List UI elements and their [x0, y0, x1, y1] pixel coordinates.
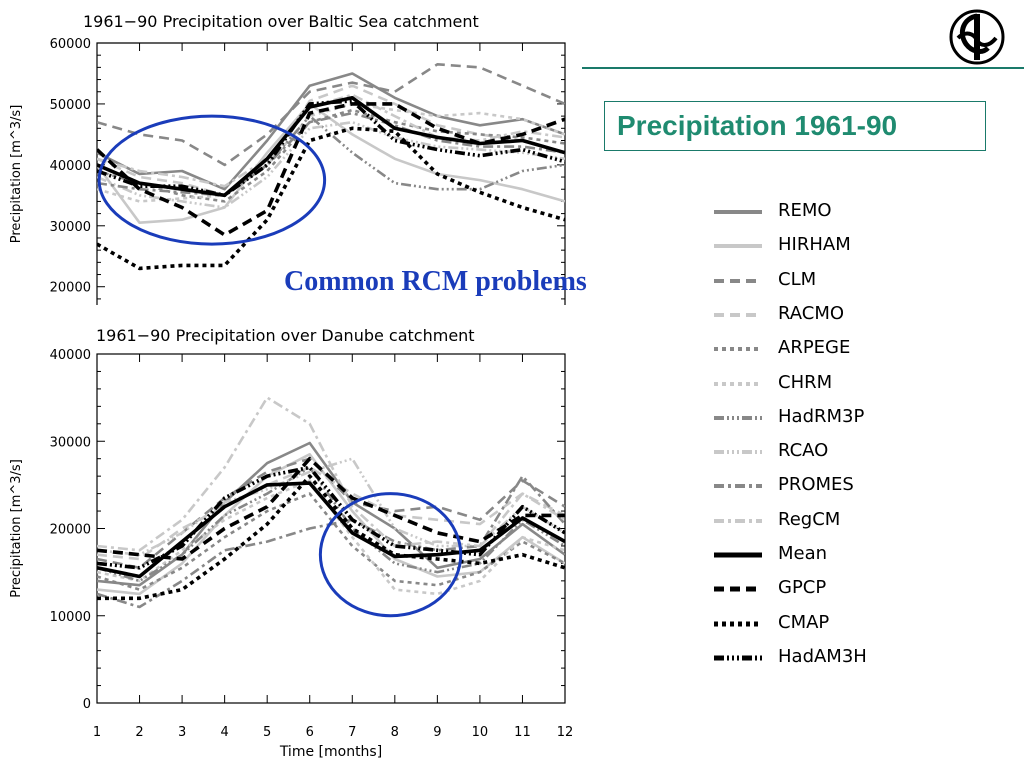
legend-item-gpcp: GPCP [712, 573, 912, 603]
legend-label: RACMO [778, 302, 845, 324]
legend-swatch [714, 450, 762, 455]
legend-swatch [714, 381, 762, 386]
series-line-arpege [97, 108, 565, 203]
series-line-rcao [97, 120, 565, 209]
legend-item-clm: CLM [712, 265, 912, 295]
legend-item-promes: PROMES [712, 470, 912, 500]
legend-label: Mean [778, 543, 828, 564]
y-tick-label: 0 [83, 697, 91, 712]
legend-swatch [714, 278, 762, 283]
chart-panel-1: 1961−90 Precipitation over Baltic Sea ca… [9, 12, 566, 305]
legend-swatch [714, 210, 762, 214]
x-tick-label: 3 [178, 725, 186, 740]
x-tick-label: 4 [220, 725, 228, 740]
chart-title: 1961−90 Precipitation over Baltic Sea ca… [83, 12, 479, 31]
series-line-promes [97, 111, 565, 197]
y-tick-label: 20000 [50, 523, 91, 538]
legend-label: ARPEGE [778, 337, 851, 359]
annotation-text: Common RCM problems [284, 266, 587, 297]
x-tick-label: 1 [93, 725, 101, 740]
series-line-hadrm3p [97, 466, 565, 583]
legend-swatch [714, 347, 762, 352]
legend-swatch [714, 415, 762, 420]
slide-title-box: Precipitation 1961-90 [604, 101, 986, 151]
highlight-ellipse [97, 114, 327, 246]
legend-swatch [714, 586, 762, 592]
series-line-hadrm3p [97, 114, 565, 197]
legend-item-arpege: ARPEGE [712, 333, 912, 363]
y-tick-label: 40000 [50, 348, 91, 363]
highlight-ellipse [318, 492, 463, 618]
series-line-regcm [97, 396, 565, 552]
legend-swatch [714, 518, 762, 523]
legend-item-cmap: CMAP [712, 608, 912, 638]
x-tick-label: 10 [472, 725, 489, 740]
y-tick-label: 30000 [50, 435, 91, 450]
series-line-cmap [97, 474, 565, 601]
legend-label: CHRM [778, 371, 833, 393]
x-tick-label: 9 [433, 725, 441, 740]
legend-item-hirham: HIRHAM [712, 230, 912, 260]
x-axis-label: Time [months] [279, 744, 382, 760]
chart-legend: REMO HIRHAM CLM RACMO ARPEGE CHRM HadRM3P RCAO P… [712, 196, 912, 676]
legend-item-rcao: RCAO [712, 436, 912, 466]
legend-label: GPCP [778, 577, 827, 599]
legend-item-hadam3h: HadAM3H [712, 642, 912, 672]
legend-swatch [714, 484, 762, 489]
series-line-hirham [97, 102, 565, 224]
legend-label: REMO [778, 200, 832, 221]
legend-swatch [714, 244, 762, 249]
legend-label: HadRM3P [778, 405, 865, 427]
series-line-clm [97, 63, 565, 167]
y-tick-label: 40000 [50, 159, 91, 174]
legend-label: HadAM3H [778, 645, 867, 667]
legend-label: HIRHAM [778, 234, 851, 256]
plot-frame [96, 42, 566, 305]
series-line-chrm [97, 102, 565, 203]
legend-swatch [714, 312, 762, 317]
series-group [97, 396, 565, 609]
x-tick-label: 6 [306, 725, 314, 740]
y-axis-label: Precipitation [m^3/s] [9, 459, 24, 598]
legend-item-chrm: CHRM [712, 368, 912, 398]
series-line-hadam3h [97, 99, 565, 198]
slide-title: Precipitation 1961-90 [617, 110, 898, 141]
x-tick-label: 2 [135, 725, 143, 740]
y-tick-label: 30000 [50, 220, 91, 235]
chart-title: 1961−90 Precipitation over Danube catchm… [96, 326, 475, 345]
legend-label: RCAO [778, 440, 829, 462]
series-line-gpcp [97, 102, 565, 237]
charts-canvas: 1961−90 Precipitation over Baltic Sea ca… [9, 12, 573, 760]
legend-swatch [714, 655, 762, 661]
legend-label: CMAP [778, 611, 830, 633]
legend-label: PROMES [778, 474, 854, 496]
legend-swatch [714, 621, 762, 627]
legend-item-racmo: RACMO [712, 299, 912, 329]
institute-logo-icon [949, 9, 1005, 65]
y-axis-label: Precipitation [m^3/s] [9, 105, 24, 244]
x-tick-label: 8 [391, 725, 399, 740]
series-line-mean [97, 96, 565, 198]
series-group [97, 63, 565, 271]
series-line-gpcp [97, 456, 565, 561]
x-tick-label: 12 [557, 725, 574, 740]
y-tick-label: 20000 [50, 281, 91, 296]
y-tick-label: 10000 [50, 610, 91, 625]
y-tick-label: 50000 [50, 98, 91, 113]
series-line-remo [97, 72, 565, 191]
series-line-racmo [97, 84, 565, 197]
legend-item-remo: REMO [712, 196, 912, 226]
legend-label: RegCM [778, 508, 841, 530]
x-tick-label: 7 [348, 725, 356, 740]
legend-item-mean: Mean [712, 539, 912, 569]
x-tick-label: 11 [514, 725, 531, 740]
chart-panel-2: 1961−90 Precipitation over Danube catchm… [9, 326, 573, 760]
x-tick-label: 5 [263, 725, 271, 740]
legend-item-hadrm3p: HadRM3P [712, 402, 912, 432]
title-divider-line [582, 67, 1024, 69]
legend-label: CLM [778, 268, 817, 290]
legend-item-regcm: RegCM [712, 505, 912, 535]
y-tick-label: 60000 [50, 37, 91, 52]
legend-swatch [714, 552, 762, 558]
